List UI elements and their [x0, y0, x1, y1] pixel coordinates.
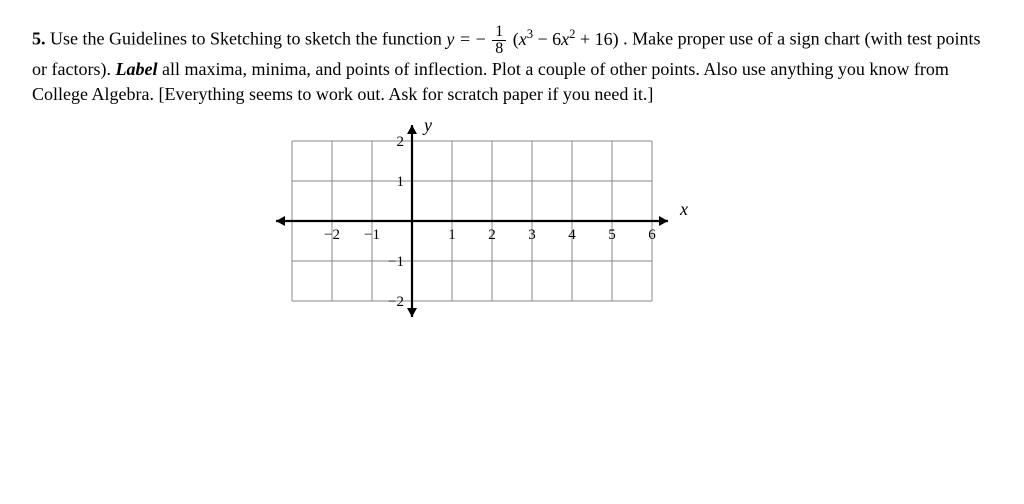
frac-bot: 8: [492, 41, 506, 57]
equation: y = − 1 8 (x3 − 6x2 + 16): [446, 29, 623, 49]
coordinate-grid: −2 −1 1 2 3 4 5 6 2 1 −1 −2 x y: [272, 111, 752, 341]
svg-text:−2: −2: [388, 294, 404, 310]
svg-text:y: y: [422, 115, 432, 135]
svg-text:6: 6: [648, 227, 656, 243]
graph-container: −2 −1 1 2 3 4 5 6 2 1 −1 −2 x y: [32, 111, 992, 341]
svg-text:x: x: [679, 199, 688, 219]
svg-text:−1: −1: [388, 254, 404, 270]
label-word: Label: [115, 59, 157, 79]
svg-text:2: 2: [488, 227, 496, 243]
frac-top: 1: [492, 24, 506, 41]
svg-text:2: 2: [397, 134, 405, 150]
fraction: 1 8: [492, 24, 506, 57]
eq-var1: x: [519, 29, 527, 49]
text-before-eq: Use the Guidelines to Sketching to sketc…: [50, 29, 446, 49]
svg-text:1: 1: [397, 174, 405, 190]
eq-mid: − 6: [533, 29, 561, 49]
svg-text:5: 5: [608, 227, 616, 243]
problem-text: 5. Use the Guidelines to Sketching to sk…: [32, 24, 992, 107]
svg-text:1: 1: [448, 227, 456, 243]
eq-var2: x: [561, 29, 569, 49]
svg-text:3: 3: [528, 227, 536, 243]
eq-neg: −: [476, 29, 486, 49]
svg-text:−1: −1: [364, 227, 380, 243]
svg-text:4: 4: [568, 227, 576, 243]
eq-lhs: y =: [446, 29, 475, 49]
text-rest: all maxima, minima, and points of inflec…: [32, 59, 949, 104]
eq-tail: + 16): [575, 29, 618, 49]
problem-number: 5.: [32, 29, 46, 49]
svg-text:−2: −2: [324, 227, 340, 243]
